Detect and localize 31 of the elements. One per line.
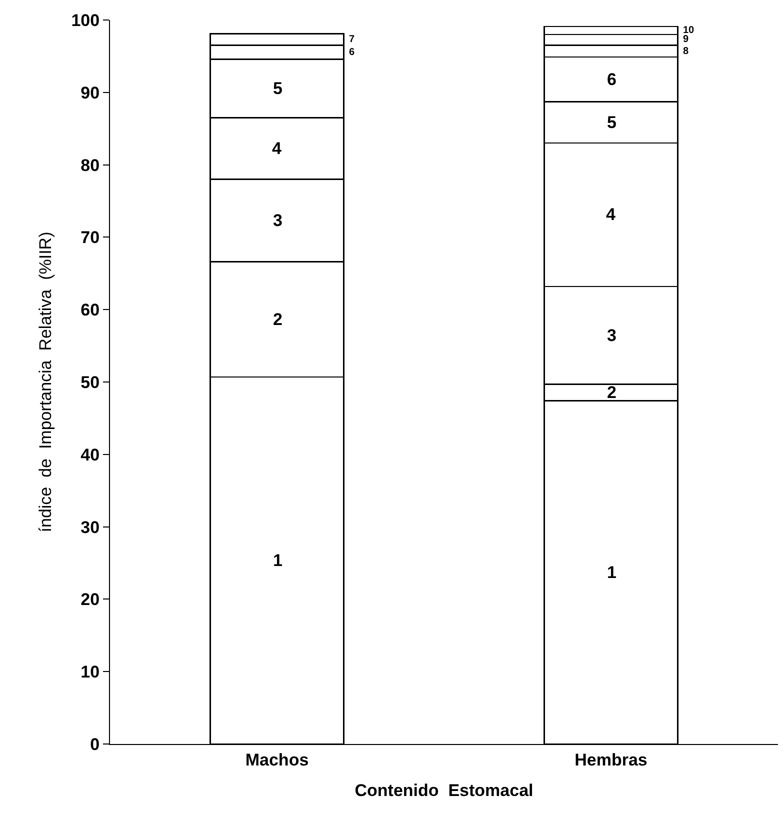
series-label: 6	[349, 47, 355, 58]
y-tick-label: 90	[80, 83, 100, 102]
text: 1	[273, 551, 282, 570]
y-tick-label: 10	[80, 662, 100, 682]
series-label: 10	[683, 25, 695, 36]
text: 5	[273, 79, 282, 98]
x-tick-label: Hembras	[574, 750, 648, 770]
y-tick-label: 0	[90, 734, 100, 754]
series-label: 9	[683, 34, 689, 45]
y-tick-label: 30	[80, 518, 100, 537]
series-label: 5	[607, 113, 616, 132]
x-axis-title: Contenido Estomacal	[354, 780, 534, 800]
series-label: 8	[683, 46, 689, 57]
series-label: 2	[607, 383, 616, 402]
series-label: 3	[273, 211, 282, 230]
y-tick-label: 50	[80, 372, 100, 392]
text: 2	[273, 310, 282, 329]
y-tick-label: 100	[71, 10, 100, 30]
text: 3	[607, 326, 616, 345]
y-tick-label: 40	[80, 445, 100, 464]
text: 6	[607, 70, 616, 89]
series-label: 4	[272, 139, 282, 158]
y-tick-label: 20	[80, 590, 100, 610]
series-label: 7	[349, 34, 355, 45]
y-tick-label: 80	[80, 156, 100, 175]
y-tick-label: 70	[80, 228, 100, 248]
y-tick-label: 60	[80, 300, 100, 320]
x-tick-label: Machos	[245, 750, 309, 770]
series-label: 1	[607, 563, 616, 582]
y-axis-title: índice de Importancia Relativa (%IIR)	[36, 232, 55, 532]
text: 4	[606, 205, 616, 224]
